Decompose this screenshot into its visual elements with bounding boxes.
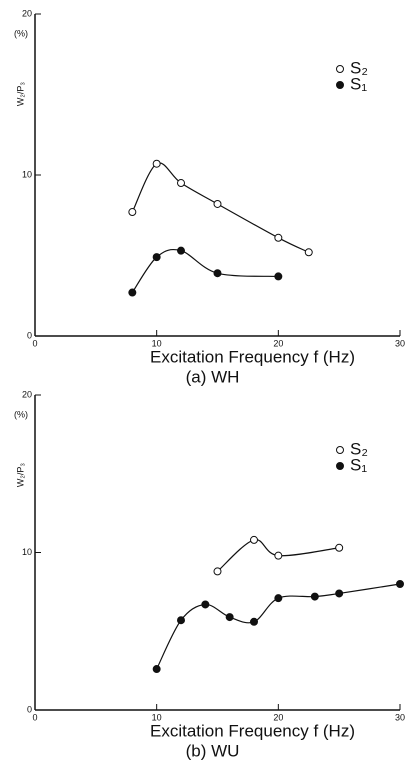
x-tick-label: 30 (395, 712, 405, 722)
x-axis-label: Excitation Frequency f (Hz) (150, 347, 355, 366)
y-tick-label: 10 (22, 547, 32, 557)
data-point (274, 594, 283, 603)
x-tick-label: 30 (395, 338, 405, 348)
data-point (274, 233, 283, 242)
legend-marker (336, 65, 344, 73)
data-point (304, 248, 313, 257)
data-point (396, 580, 404, 588)
data-point (335, 589, 344, 598)
y-tick-label: 0 (27, 704, 32, 714)
data-point (152, 159, 161, 168)
data-point (201, 600, 210, 609)
data-point (225, 613, 234, 622)
data-point (152, 253, 161, 262)
data-point (250, 535, 258, 544)
y-tick-label: 20 (22, 8, 32, 18)
y-axis-label: W₂/P₃ (15, 463, 25, 487)
x-tick-label: 20 (273, 338, 283, 348)
series-line (131, 162, 310, 253)
data-point (335, 543, 344, 552)
y-unit: (%) (14, 28, 28, 38)
y-tick-label: 10 (22, 169, 32, 179)
legend-marker (336, 81, 344, 89)
legend-label: S₁ (350, 455, 367, 474)
y-axis-label: W₂/P₃ (15, 82, 25, 106)
legend-label: S₁ (350, 74, 367, 93)
series-line (217, 539, 340, 572)
y-unit: (%) (14, 409, 28, 419)
data-point (177, 179, 185, 188)
data-point (250, 617, 258, 626)
legend-label: S₂ (350, 439, 368, 458)
data-point (177, 246, 185, 255)
y-tick-label: 0 (27, 330, 32, 340)
data-point (213, 199, 222, 208)
data-point (274, 272, 283, 281)
data-point (128, 288, 137, 297)
x-tick-label: 10 (152, 712, 162, 722)
x-tick-label: 20 (273, 712, 283, 722)
x-tick-label: 0 (32, 712, 37, 722)
data-point (274, 551, 283, 560)
legend-marker (336, 446, 344, 454)
legend-marker (336, 462, 344, 470)
x-axis-label: Excitation Frequency f (Hz) (150, 721, 355, 740)
y-tick-label: 20 (22, 389, 32, 399)
chart-title: (b) WU (186, 741, 240, 760)
data-point (128, 208, 137, 217)
data-point (213, 269, 222, 278)
x-tick-label: 10 (152, 338, 162, 348)
x-tick-label: 0 (32, 338, 37, 348)
chart-title: (a) WH (186, 367, 240, 386)
legend-label: S₂ (350, 58, 368, 77)
data-point (213, 567, 222, 576)
data-point (177, 616, 185, 625)
data-point (152, 665, 161, 674)
data-point (310, 592, 319, 601)
